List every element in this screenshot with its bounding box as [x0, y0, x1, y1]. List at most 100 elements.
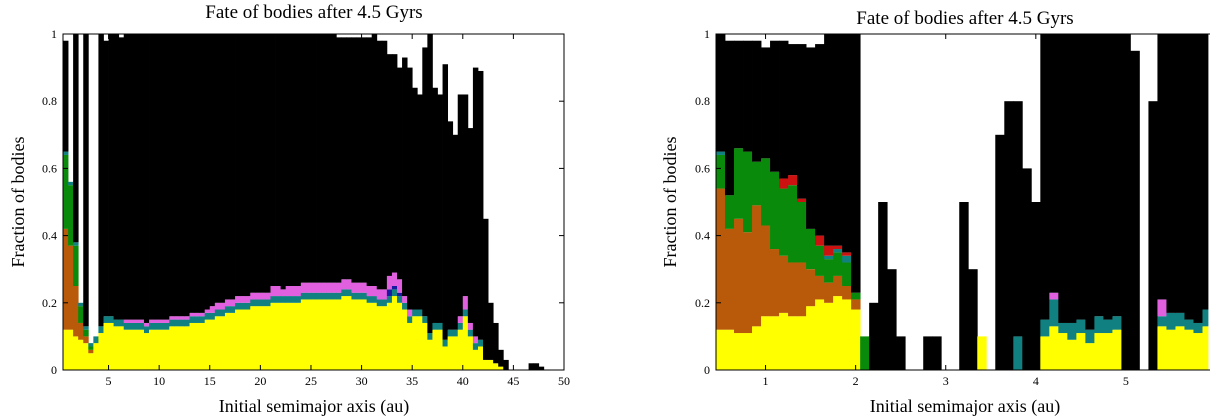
- bar-segment-yellow: [209, 319, 216, 370]
- bar-segment-teal: [472, 343, 479, 350]
- bar-segment-yellow: [245, 309, 251, 370]
- bar-segment-ejected: [761, 47, 771, 159]
- bar-segment-yellow: [488, 359, 494, 370]
- bar-segment-magenta: [351, 282, 357, 293]
- bar-segment-teal: [300, 292, 307, 300]
- bar-segment-teal: [316, 292, 322, 300]
- bar-segment-ejected: [351, 37, 357, 283]
- bar-segment-teal: [824, 255, 834, 260]
- bar-segment-yellow: [154, 329, 160, 370]
- bar-segment-ejected: [260, 34, 266, 293]
- bar-segment-ejected: [63, 40, 69, 152]
- bar-segment-ejected: [1130, 50, 1140, 371]
- bar-segment-yellow: [371, 302, 378, 370]
- bar-segment-ejected: [887, 269, 897, 370]
- x-tick-label: 25: [305, 374, 317, 388]
- bar-segment-ejected: [1121, 34, 1131, 370]
- bar-segment-magenta: [366, 286, 373, 297]
- bar-segment-yellow: [199, 322, 206, 370]
- bar-segment-teal: [417, 309, 423, 317]
- bar-segment-green: [63, 154, 69, 229]
- bar-segment-ejected: [290, 34, 297, 286]
- bar-segment-ejected: [164, 34, 170, 320]
- bar-segment-yellow: [255, 306, 261, 370]
- y-tick-label: 0.8: [695, 94, 710, 108]
- bar-segment-ejected: [1112, 34, 1122, 317]
- bar-segment-teal: [184, 319, 190, 327]
- bar-segment-ejected: [422, 47, 428, 317]
- bar-segment-yellow: [128, 329, 135, 370]
- y-tick-label: 1: [51, 27, 57, 41]
- bar-segment-magenta: [184, 316, 190, 320]
- bar-segment-orange: [779, 255, 789, 313]
- left-chart-panel: Fate of bodies after 4.5 Gyrs 5 10 15 20 25 3…: [8, 2, 570, 416]
- bar-segment-ejected: [361, 37, 368, 283]
- bar-segment-ejected: [851, 34, 861, 293]
- bar-segment-magenta: [194, 312, 201, 317]
- bar-segment-magenta: [133, 319, 140, 323]
- bar-segment-magenta: [356, 282, 362, 293]
- bar-segment-magenta: [462, 296, 469, 310]
- bar-segment-ejected: [878, 202, 888, 370]
- bar-segment-yellow: [1157, 326, 1167, 370]
- bar-segment-ejected: [1166, 34, 1176, 313]
- bar-segment-ejected: [725, 40, 735, 196]
- bar-segment-ejected: [108, 34, 115, 317]
- bar-segment-ejected: [1076, 34, 1086, 320]
- bar-segment-yellow: [295, 302, 302, 370]
- bar-segment-teal: [98, 326, 104, 334]
- bar-segment-yellow: [824, 302, 834, 370]
- bar-segment-teal: [68, 181, 74, 186]
- bar-segment-magenta: [159, 319, 165, 323]
- bar-segment-ejected: [174, 34, 180, 317]
- bar-segment-yellow: [397, 302, 403, 370]
- bar-segment-teal: [361, 292, 368, 300]
- bar-segment-ejected: [1040, 34, 1050, 320]
- y-tick-label: 1: [704, 27, 710, 41]
- bar-segment-green: [779, 188, 789, 256]
- bar-segment-orange: [806, 269, 816, 307]
- bar-segment-teal: [331, 292, 337, 300]
- bar-segment-ejected: [336, 37, 342, 283]
- bar-segment-yellow: [265, 306, 271, 370]
- bar-segment-yellow: [1085, 343, 1095, 370]
- bar-segment-ejected: [138, 34, 145, 320]
- bar-segment-teal: [133, 322, 140, 330]
- bar-segment-ejected: [1193, 34, 1203, 323]
- bar-segment-orange: [83, 336, 89, 344]
- bar-segment-teal: [78, 302, 84, 307]
- left-x-ticks: 5 10 15 20 25 30 35 40 45 50: [106, 34, 570, 388]
- bar-segment-yellow: [240, 309, 246, 370]
- bar-segment-ejected: [779, 40, 789, 179]
- bar-segment-ejected: [214, 34, 221, 303]
- left-x-axis-label: Initial semimajor axis (au): [219, 396, 409, 416]
- bar-segment-orange: [788, 262, 798, 317]
- bar-segment-ejected: [366, 37, 373, 286]
- bar-segment-magenta: [199, 312, 206, 317]
- bar-segment-ejected: [806, 47, 816, 229]
- bar-segment-ejected: [98, 34, 104, 327]
- bar-segment-ejected: [128, 34, 135, 320]
- bar-segment-teal: [341, 289, 347, 297]
- bar-segment-green: [770, 171, 780, 250]
- bar-segment-yellow: [457, 329, 464, 370]
- bar-segment-teal: [209, 312, 216, 320]
- bar-segment-magenta: [123, 319, 130, 323]
- bar-segment-teal: [73, 242, 79, 246]
- bar-segment-yellow: [113, 326, 120, 370]
- bar-segment-teal: [346, 289, 352, 297]
- bar-segment-teal: [1085, 329, 1095, 344]
- bar-segment-teal: [1175, 312, 1185, 327]
- bar-segment-ejected: [250, 34, 256, 293]
- bar-segment-teal: [462, 309, 469, 317]
- bar-segment-ejected: [83, 34, 89, 327]
- bar-segment-green: [842, 262, 852, 286]
- bar-segment-teal: [1040, 319, 1050, 337]
- bar-segment-magenta: [326, 282, 332, 293]
- bar-segment-magenta: [240, 296, 246, 303]
- right-y-axis-label: Fraction of bodies: [660, 137, 680, 268]
- bar-segment-teal: [214, 309, 221, 317]
- bar-segment-orange: [824, 282, 834, 303]
- bar-segment-ejected: [467, 128, 474, 323]
